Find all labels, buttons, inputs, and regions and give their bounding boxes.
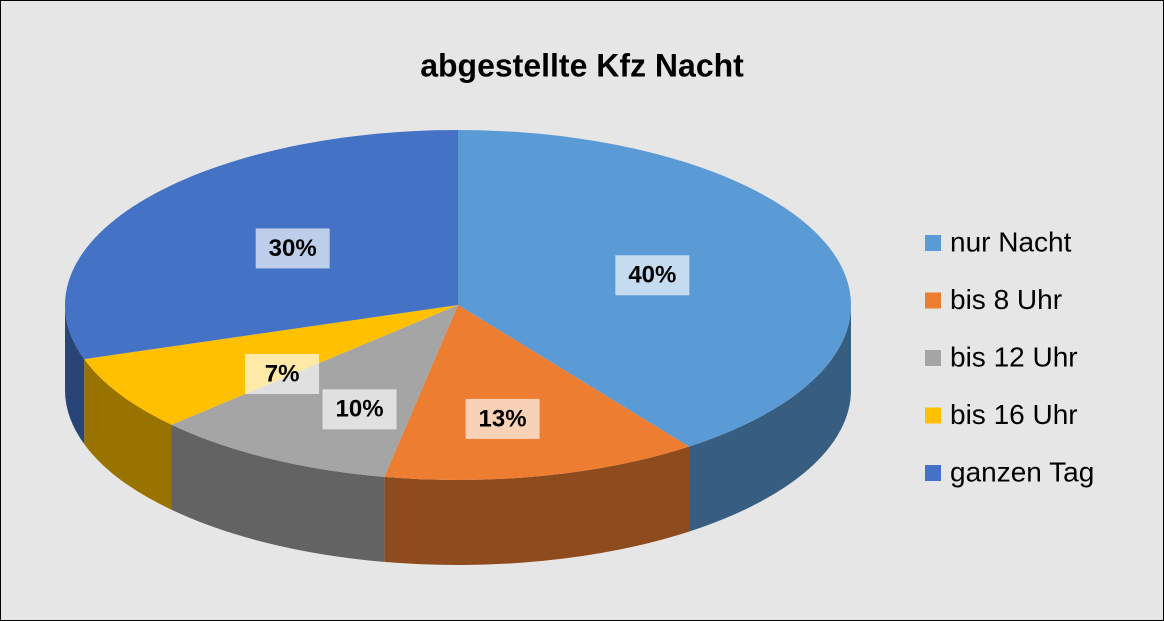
data-label-box — [465, 398, 540, 439]
slice-side — [171, 424, 385, 562]
legend-swatch — [925, 235, 941, 251]
chart-title: abgestellte Kfz Nacht — [420, 47, 744, 83]
data-label-box — [322, 389, 397, 430]
legend-label: bis 8 Uhr — [950, 284, 1062, 315]
legend-swatch — [925, 465, 941, 481]
data-label-box — [255, 228, 330, 269]
data-label: 10% — [336, 396, 384, 423]
data-label: 13% — [479, 405, 527, 432]
legend-swatch — [925, 292, 941, 309]
legend-label: ganzen Tag — [950, 456, 1094, 487]
slice-side — [688, 305, 851, 532]
data-label: 40% — [628, 262, 676, 289]
slice-side — [65, 305, 85, 445]
data-label: 30% — [269, 235, 317, 262]
slice — [384, 305, 689, 480]
legend-label: bis 12 Uhr — [950, 341, 1078, 372]
data-label: 7% — [265, 360, 300, 387]
legend-swatch — [925, 350, 941, 366]
slice-side — [384, 446, 689, 565]
legend-label: nur Nacht — [950, 226, 1072, 257]
slice-side — [84, 359, 172, 510]
data-label-box — [245, 353, 320, 394]
legend-swatch — [925, 407, 941, 424]
data-label-box — [615, 255, 690, 296]
legend-label: bis 16 Uhr — [950, 399, 1078, 430]
